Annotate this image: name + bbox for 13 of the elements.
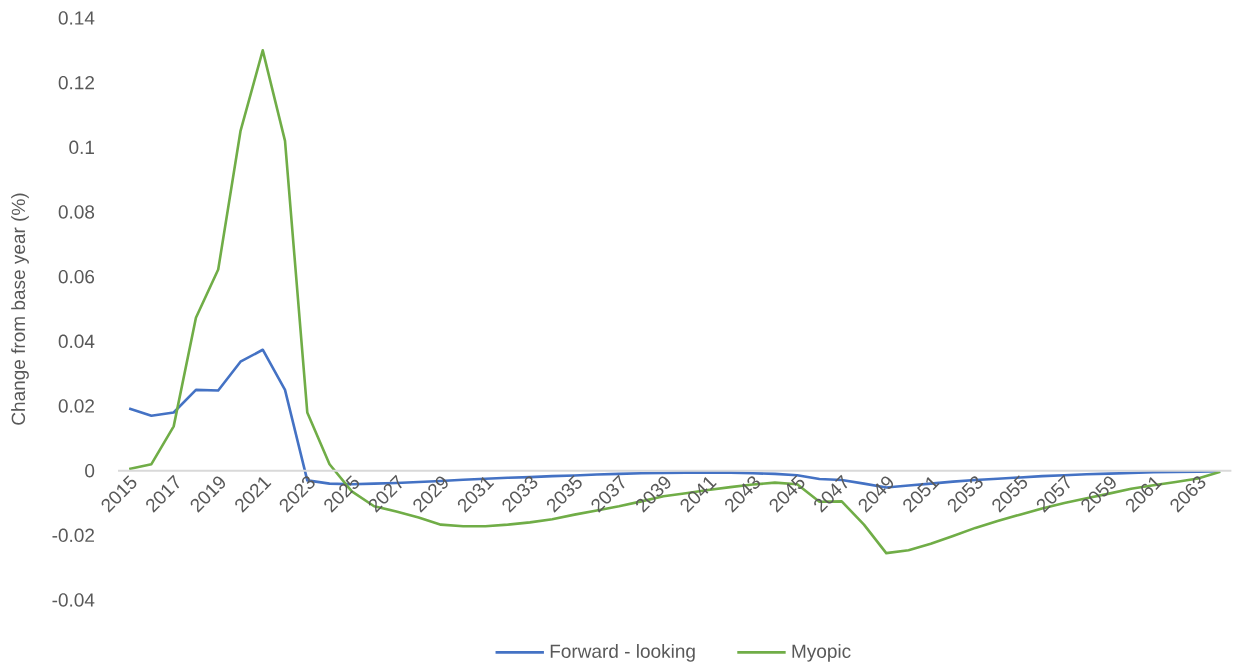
y-tick-label: 0.06 [58, 269, 95, 284]
y-tick-label: 0.14 [58, 11, 95, 25]
y-tick-label: 0 [85, 463, 95, 478]
y-tick-label: 0.08 [58, 205, 95, 219]
y-tick-label: 0.04 [58, 334, 95, 349]
y-tick-label: -0.02 [52, 528, 94, 543]
y-tick-label: -0.04 [52, 593, 95, 607]
legend-label: Forward - looking [550, 643, 695, 662]
y-tick-label: 0.1 [69, 140, 94, 155]
legend-label: Myopic [792, 643, 851, 662]
y-tick-label: 0.02 [58, 399, 94, 413]
y-tick-label: 0.12 [58, 75, 94, 90]
y-axis-title: Change from base year (%) [11, 193, 29, 425]
